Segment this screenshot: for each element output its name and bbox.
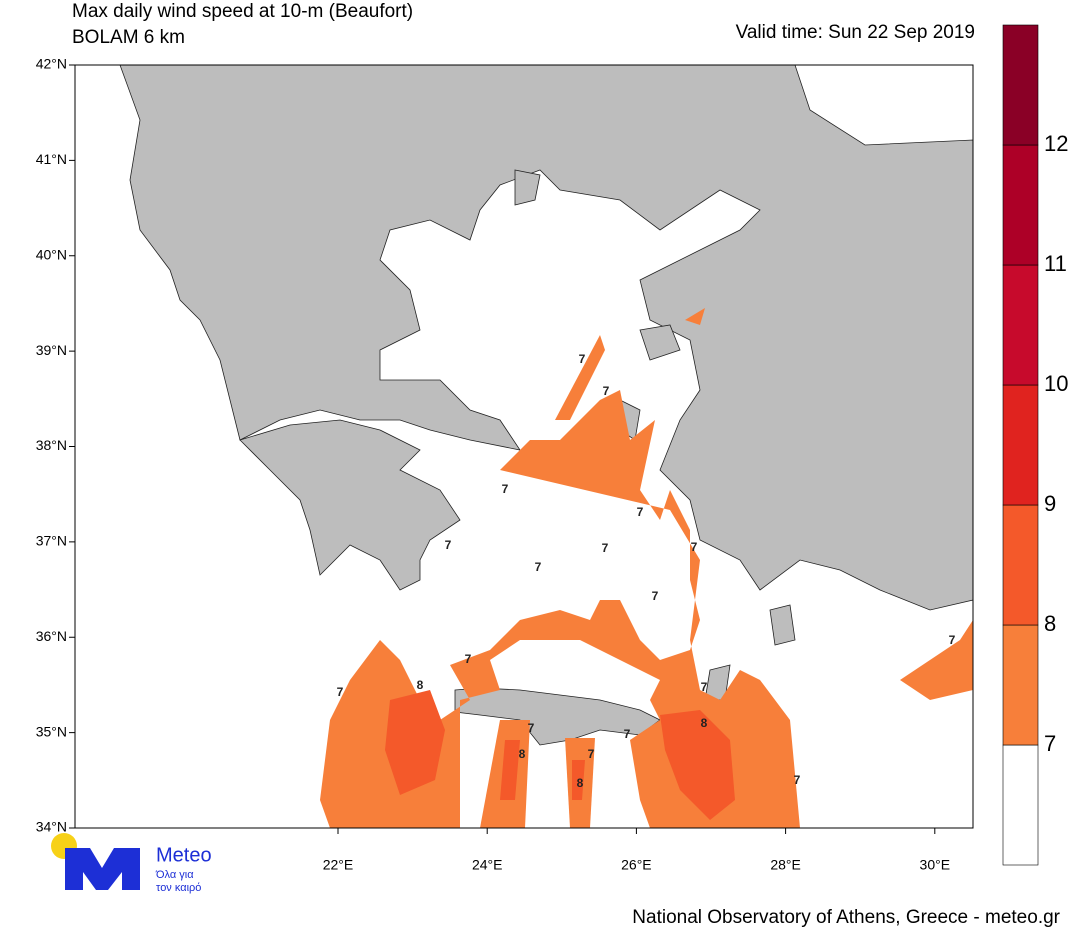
axes: 42°N 41°N 40°N 39°N 38°N 37°N 36°N 35°N 34°N 22°E… [36, 56, 950, 873]
footer: National Observatory of Athens, Greece -… [632, 907, 1060, 928]
logo-mark [65, 848, 140, 890]
land [119, 64, 974, 746]
contour-label: 7 [603, 384, 610, 398]
valid-time: Valid time: Sun 22 Sep 2019 [736, 22, 975, 43]
x-tick-label: 24°E [472, 857, 503, 873]
contour-label: 8 [519, 747, 526, 761]
contour-label: 7 [445, 538, 452, 552]
y-tick-label: 40°N [36, 246, 67, 262]
contour-label: 7 [794, 773, 801, 787]
x-tick-label: 30°E [920, 857, 951, 873]
y-tick-label: 34°N [36, 819, 67, 835]
contour-label: 7 [465, 652, 472, 666]
colorbar-segment [1002, 24, 1039, 146]
colorbar-segment [1002, 504, 1039, 626]
colorbar-label: 9 [1044, 491, 1056, 516]
contour-label: 7 [337, 685, 344, 699]
x-tick-label: 22°E [323, 857, 354, 873]
colorbar-segment [1002, 624, 1039, 746]
logo-name: Meteo [156, 844, 212, 866]
colorbar-segment [1002, 264, 1039, 386]
colorbar: 7 8 9 10 11 12 [1002, 24, 1068, 866]
contour-label: 8 [417, 678, 424, 692]
contour-label: 7 [602, 541, 609, 555]
y-tick-label: 41°N [36, 151, 67, 167]
contour-label: 7 [949, 633, 956, 647]
logo: Meteo Όλα για τον καιρό [51, 833, 212, 894]
colorbar-segment [1002, 384, 1039, 506]
logo-tagline: τον καιρό [156, 882, 201, 894]
contour-label: 8 [577, 776, 584, 790]
contour-label: 7 [691, 540, 698, 554]
colorbar-label: 10 [1044, 371, 1068, 396]
colorbar-segment [1002, 744, 1039, 866]
colorbar-label: 11 [1044, 251, 1067, 276]
y-tick-label: 36°N [36, 628, 67, 644]
x-tick-label: 26°E [621, 857, 652, 873]
contour-label: 7 [637, 505, 644, 519]
contour-label: 7 [502, 482, 509, 496]
contour-label: 7 [652, 589, 659, 603]
y-tick-label: 38°N [36, 437, 67, 453]
wind-zone-8 [385, 690, 735, 820]
contour-label: 7 [624, 727, 631, 741]
y-tick-label: 39°N [36, 342, 67, 358]
x-tick-label: 28°E [770, 857, 801, 873]
y-tick-label: 37°N [36, 533, 67, 549]
contour-labels: 7 7 7 7 7 7 7 7 7 7 7 8 7 7 7 8 7 8 7 8 … [337, 352, 956, 790]
colorbar-segment [1002, 144, 1039, 266]
colorbar-label: 7 [1044, 731, 1056, 756]
contour-label: 8 [701, 716, 708, 730]
logo-tagline: Όλα για [155, 869, 194, 881]
contour-label: 7 [528, 721, 535, 735]
title-line: BOLAM 6 km [72, 27, 185, 48]
map: 7 7 7 7 7 7 7 7 7 7 7 8 7 7 7 8 7 8 7 8 … [74, 64, 974, 829]
contour-label: 7 [701, 680, 708, 694]
contour-label: 7 [579, 352, 586, 366]
colorbar-label: 12 [1044, 131, 1068, 156]
colorbar-label: 8 [1044, 611, 1056, 636]
contour-label: 7 [588, 747, 595, 761]
y-tick-label: 42°N [36, 56, 67, 72]
contour-label: 7 [535, 560, 542, 574]
y-tick-label: 35°N [36, 723, 67, 739]
title-line: Max daily wind speed at 10-m (Beaufort) [72, 1, 413, 22]
